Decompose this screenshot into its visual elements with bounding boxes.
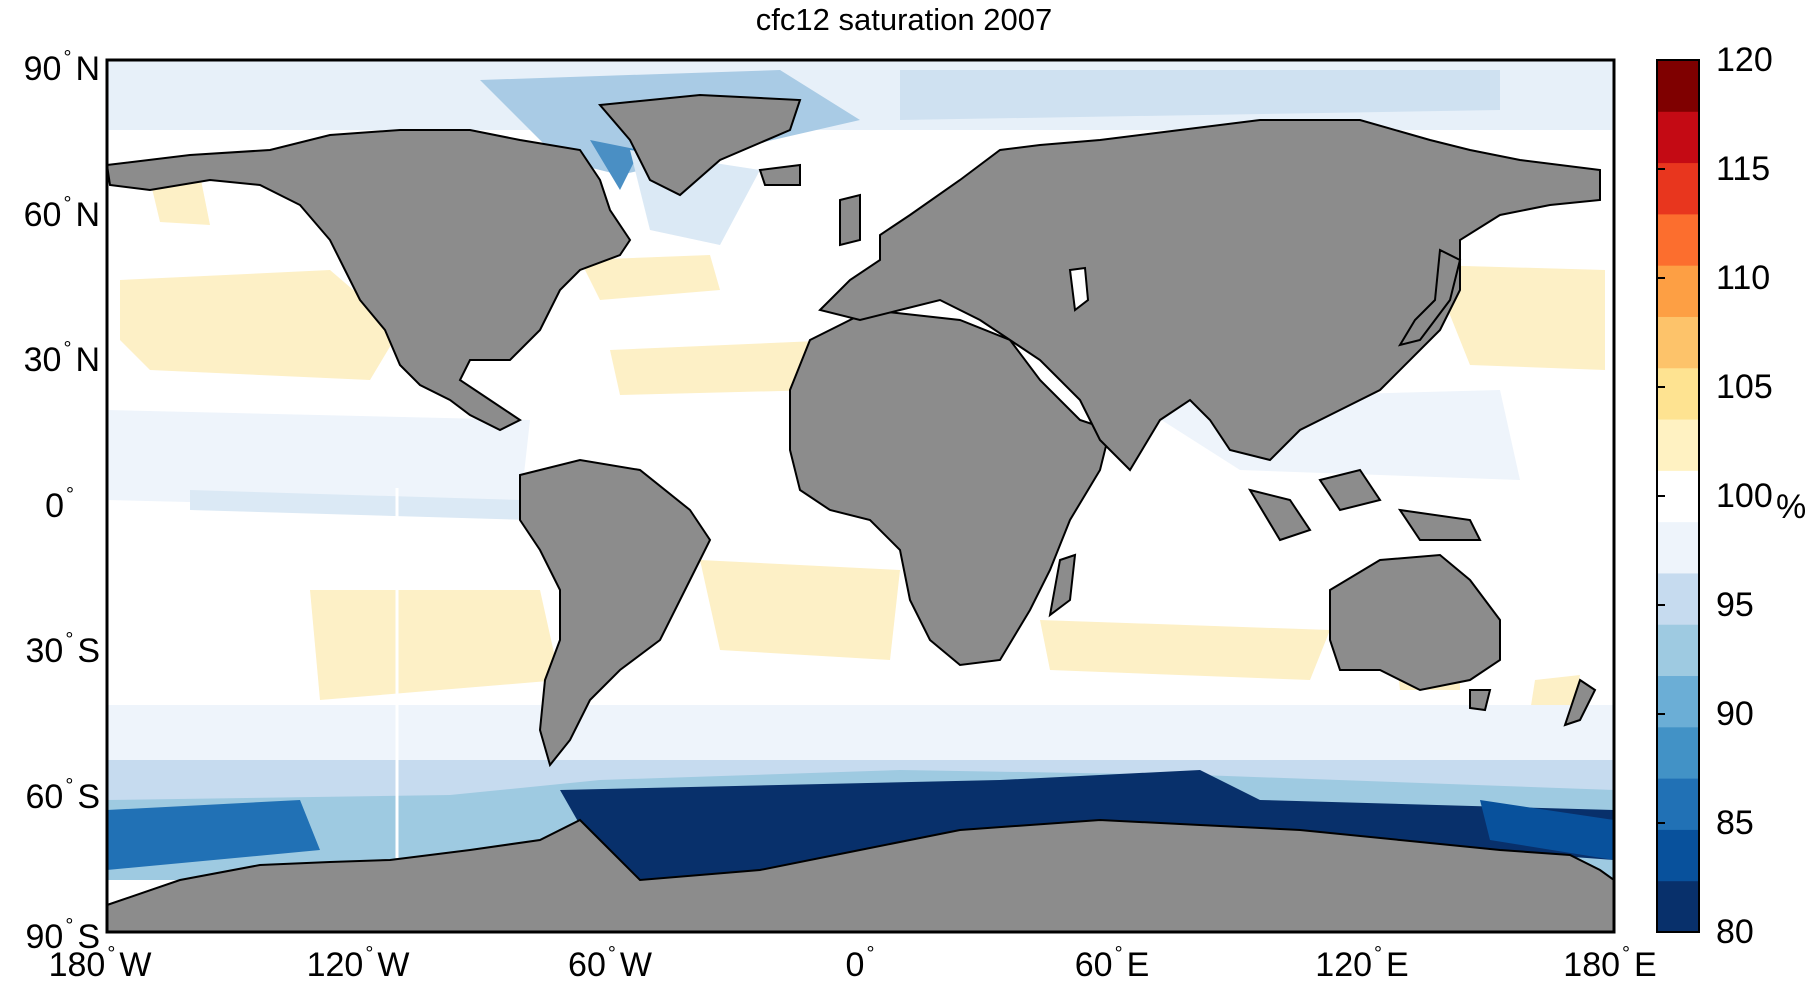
- lon-label-0: 0 °: [845, 943, 875, 984]
- lon-label-60e: 60 ° E: [1074, 943, 1150, 984]
- lat-label-0: 0 °: [45, 484, 74, 525]
- map-title: cfc12 saturation 2007: [755, 2, 1053, 37]
- colorbar: [1657, 59, 1699, 933]
- colorbar-segment: [1657, 316, 1699, 369]
- colorbar-segment: [1657, 778, 1699, 830]
- lat-label-30s: 30 ° S: [25, 629, 100, 670]
- colorbar-tick-label: 115: [1716, 150, 1771, 188]
- colorbar-unit: %: [1776, 488, 1807, 526]
- lon-label-180w: 180 ° W: [48, 943, 152, 984]
- colorbar-segment: [1657, 265, 1699, 317]
- colorbar-tick-label: 85: [1716, 804, 1754, 842]
- colorbar-segment: [1657, 572, 1699, 625]
- colorbar-tick-label: 120: [1716, 41, 1773, 79]
- lon-label-60w: 60 ° W: [568, 943, 652, 984]
- colorbar-segment: [1657, 60, 1699, 112]
- colorbar-segment: [1657, 111, 1699, 164]
- lon-label-120w: 120 ° W: [306, 943, 410, 984]
- lon-label-180e: 180 ° E: [1563, 943, 1657, 984]
- colorbar-segment: [1657, 829, 1699, 882]
- colorbar-segment: [1657, 521, 1699, 574]
- lat-label-90n: 90 ° N: [23, 47, 100, 88]
- lon-label-120e: 120 ° E: [1315, 943, 1409, 984]
- colorbar-frame: [1656, 59, 1700, 933]
- colorbar-tick-label: 90: [1716, 695, 1754, 733]
- colorbar-tick-label: 80: [1716, 913, 1754, 951]
- colorbar-tick-label: 95: [1716, 586, 1754, 624]
- colorbar-segment: [1657, 419, 1699, 471]
- colorbar-tick-label: 105: [1716, 368, 1773, 406]
- colorbar-segment: [1657, 367, 1699, 420]
- colorbar-segment: [1657, 675, 1699, 728]
- colorbar-tick-label: 100: [1716, 477, 1773, 515]
- lat-label-60n: 60 ° N: [23, 193, 100, 234]
- lat-label-90s: 90 ° S: [25, 915, 100, 956]
- colorbar-segment: [1657, 880, 1699, 933]
- colorbar-segment: [1657, 213, 1699, 266]
- colorbar-tick-label: 110: [1716, 259, 1771, 297]
- colorbar-segment: [1657, 726, 1699, 779]
- map-frame: [105, 58, 1616, 934]
- colorbar-segment: [1657, 162, 1699, 215]
- land-masses: [105, 93, 1615, 933]
- lat-label-30n: 30 ° N: [23, 338, 100, 379]
- colorbar-segment: [1657, 624, 1699, 677]
- lat-label-60s: 60 ° S: [25, 775, 100, 816]
